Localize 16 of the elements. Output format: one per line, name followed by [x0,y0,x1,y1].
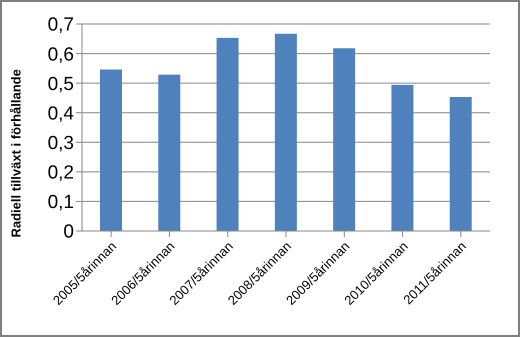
bar [158,74,180,231]
y-tick-label: 0,1 [48,192,74,214]
y-tick-label: 0,2 [48,162,74,184]
y-axis-title: Radiell tillväxt i förhållande [8,69,24,238]
y-tick-label: 0,7 [48,14,74,36]
y-tick-label: 0,5 [48,74,74,95]
y-tick-label: 0 [63,222,74,243]
bar [216,38,239,231]
bar [274,34,297,231]
y-tick-label: 0,6 [48,44,74,66]
bar [333,48,356,231]
bar [450,97,472,231]
bar [391,84,414,231]
bar [100,70,122,231]
y-tick-label: 0,3 [48,133,74,154]
y-tick-label: 0,4 [48,103,74,124]
